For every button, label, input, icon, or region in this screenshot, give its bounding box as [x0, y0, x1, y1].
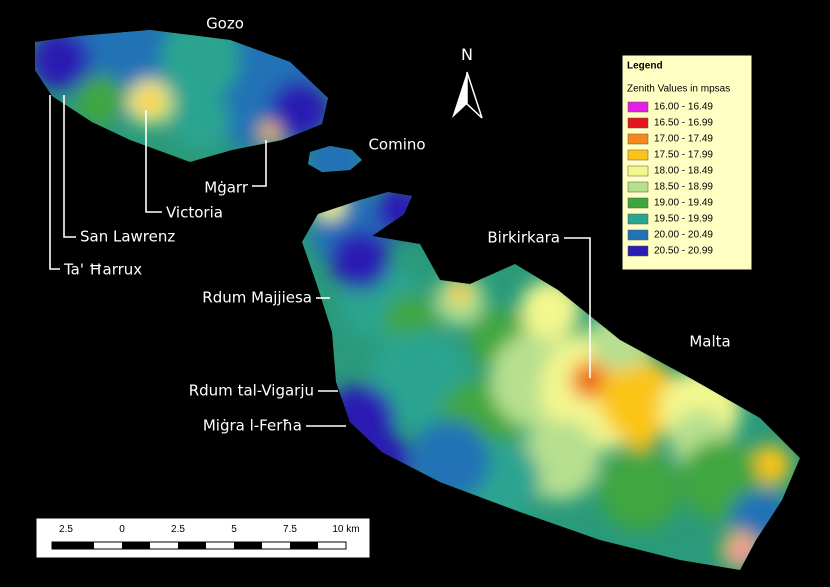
scale-segment: [52, 542, 66, 549]
legend-label: 18.00 - 18.49: [654, 166, 713, 177]
scale-segment: [122, 542, 150, 549]
value-patch: [410, 420, 490, 500]
value-patch: [160, 30, 240, 100]
legend-label: 17.00 - 17.49: [654, 134, 713, 145]
north-label: N: [461, 45, 473, 64]
leader-line: [49, 95, 60, 270]
legend-swatch: [627, 245, 649, 257]
place-label: Victoria: [166, 204, 223, 222]
leader-line: [564, 237, 591, 378]
value-patch: [750, 445, 790, 485]
legend-label: 18.50 - 18.99: [654, 182, 713, 193]
north-arrow: N: [452, 45, 483, 119]
legend-swatch: [627, 133, 649, 145]
place-label: Rdum Majjiesa: [202, 289, 312, 307]
legend-swatch: [627, 181, 649, 193]
leader-line: [252, 140, 267, 187]
value-patch: [590, 310, 650, 370]
value-patch: [330, 230, 390, 290]
legend: Legend Zenith Values in mpsas 16.00 - 16…: [621, 54, 753, 271]
place-label: Birkirkara: [487, 229, 560, 247]
scale-label: 5: [231, 524, 237, 535]
arrow-half: [452, 72, 467, 118]
legend-label: 19.50 - 19.99: [654, 214, 713, 225]
value-patch: [305, 130, 365, 190]
scale-label: 10 km: [332, 524, 359, 535]
legend-swatch: [627, 117, 649, 129]
legend-label: 19.00 - 19.49: [654, 198, 713, 209]
value-patch: [620, 410, 660, 450]
value-patch: [260, 122, 280, 142]
legend-swatch: [627, 229, 649, 241]
value-patch: [350, 430, 410, 490]
legend-label: 16.00 - 16.49: [654, 102, 713, 113]
island-label: Comino: [368, 136, 425, 154]
legend-swatch: [627, 165, 649, 177]
legend-label: 20.00 - 20.49: [654, 230, 713, 241]
scale-label: 2.5: [171, 524, 185, 535]
legend-swatch: [627, 213, 649, 225]
place-label: San Lawrenz: [80, 228, 175, 246]
legend-label: 20.50 - 20.99: [654, 246, 713, 257]
legend-swatch: [627, 197, 649, 209]
legend-label: 17.50 - 17.99: [654, 150, 713, 161]
value-patch: [75, 75, 125, 125]
leader-line: [145, 110, 162, 213]
scale-label: 7.5: [283, 524, 297, 535]
value-patch: [582, 372, 598, 388]
value-patch: [600, 360, 680, 440]
legend-label: 16.50 - 16.99: [654, 118, 713, 129]
value-patch: [315, 190, 345, 220]
arrow-half: [466, 71, 483, 119]
value-patch: [375, 185, 425, 235]
place-label: Ta' Ħarrux: [63, 261, 142, 279]
value-patch: [270, 80, 330, 140]
island-label: Gozo: [206, 15, 244, 33]
value-patch: [138, 90, 162, 114]
place-label: Mġarr: [204, 179, 249, 197]
scale-segment: [66, 542, 94, 549]
scale-box: [35, 517, 371, 559]
leader-line: [63, 95, 76, 238]
place-label: Miġra l-Ferħa: [203, 417, 302, 435]
scale-segment: [178, 542, 206, 549]
scale-bar: 2.5 0 2.5 5 7.5 10 km: [35, 517, 371, 559]
value-patch: [450, 282, 470, 302]
value-patch: [520, 280, 580, 340]
island-label: Malta: [689, 333, 730, 351]
value-patch: [35, 30, 90, 90]
scale-segment: [234, 542, 262, 549]
legend-swatch: [627, 149, 649, 161]
place-label: Rdum tal-Vigarju: [189, 382, 314, 400]
scale-segment: [290, 542, 318, 549]
value-patch: [600, 450, 680, 530]
value-patch: [170, 90, 230, 150]
value-patch: [732, 544, 748, 560]
scale-label: 2.5: [59, 524, 73, 535]
legend-swatch: [627, 101, 649, 113]
legend-subtitle: Zenith Values in mpsas: [627, 84, 730, 95]
legend-title: Legend: [627, 61, 663, 72]
scale-label: 0: [119, 524, 125, 535]
